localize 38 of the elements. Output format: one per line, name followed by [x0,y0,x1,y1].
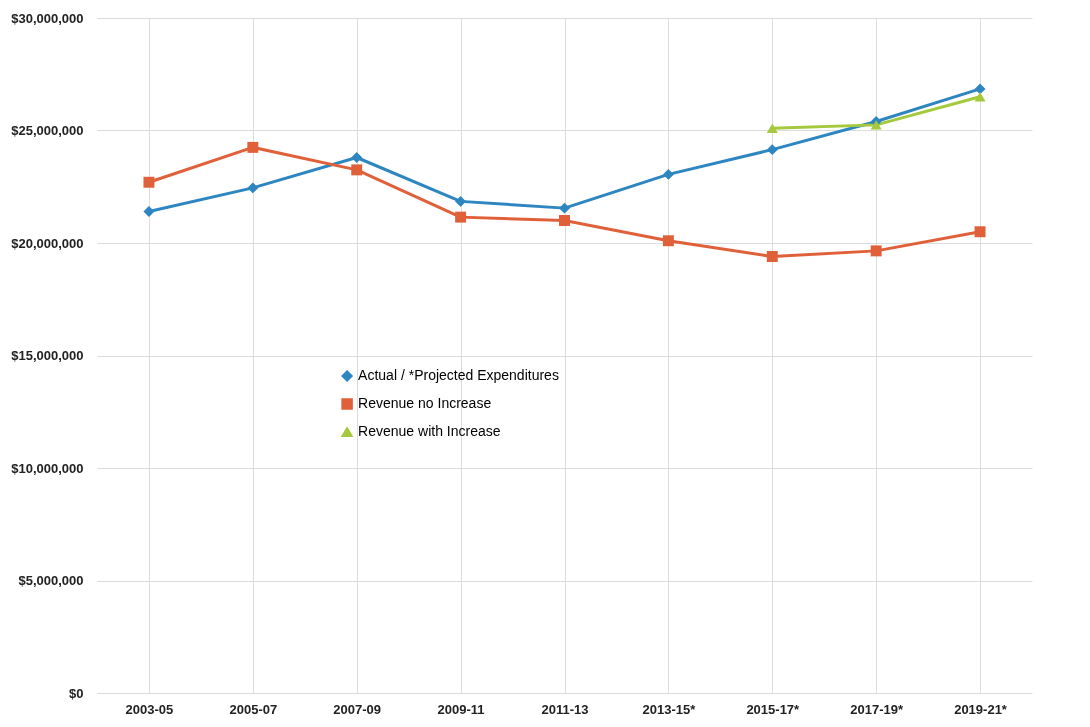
point [766,144,778,156]
x-tick-label: 2005-07 [229,701,278,717]
x-tick-label: 2015-17* [746,701,801,717]
point [247,141,259,153]
point [766,251,778,262]
y-tick-label: $10,000,000 [11,460,84,476]
legend-label: Actual / *Projected Expenditures [358,367,559,383]
point [351,152,363,163]
y-tick-label: $15,000,000 [11,348,84,363]
y-tick-label: $25,000,000 [11,123,84,138]
point [143,176,155,188]
point [559,202,570,214]
point [559,215,570,226]
x-tick-label: 2003-05 [125,701,174,717]
point [247,182,259,194]
point [662,235,674,247]
point [455,211,467,223]
point [455,195,467,207]
x-tick-label: 2007-09 [333,701,382,717]
y-tick-label: $0 [69,685,84,701]
point [143,206,155,217]
x-tick-label: 2011-13 [541,701,589,717]
x-tick-label: 2019-21* [954,701,1008,717]
point [974,226,986,238]
point [766,123,778,133]
point [662,168,674,180]
legend-label: Revenue with Increase [358,423,501,439]
y-tick-label: $20,000,000 [11,235,84,251]
legend-label: Revenue no Increase [358,395,492,411]
x-tick-label: 2013-15* [642,701,697,717]
point [870,120,882,130]
point [351,164,363,176]
y-tick-label: $5,000,000 [18,573,84,588]
x-tick-label: 2017-19* [850,701,904,717]
point [870,245,882,257]
y-tick-label: $30,000,000 [11,10,84,26]
point [974,83,986,95]
x-tick-label: 2009-11 [437,701,485,717]
